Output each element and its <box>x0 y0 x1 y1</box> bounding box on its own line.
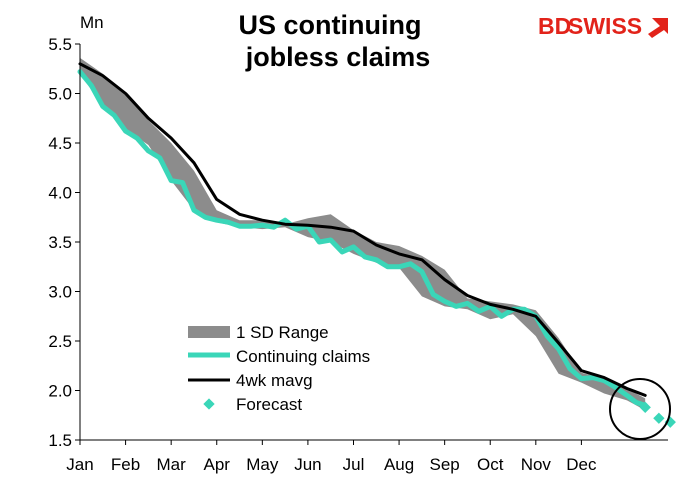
y-tick-label: 1.5 <box>48 431 72 450</box>
y-tick-label: 2.0 <box>48 382 72 401</box>
legend-label-sd-range: 1 SD Range <box>236 323 329 342</box>
x-tick-label: Feb <box>111 455 140 474</box>
y-tick-label: 2.5 <box>48 332 72 351</box>
legend-label-continuing-claims: Continuing claims <box>236 347 370 366</box>
x-tick-label: Jul <box>343 455 365 474</box>
bdswiss-logo: BD SWISS <box>538 13 668 39</box>
series-line-4wk-mavg <box>78 62 647 397</box>
legend-swatch-forecast <box>203 398 215 410</box>
x-tick-label: Oct <box>477 455 504 474</box>
legend: 1 SD Range Continuing claims 4wk mavg Fo… <box>188 323 370 414</box>
legend-label-4wk-mavg: 4wk mavg <box>236 371 313 390</box>
x-tick-label: Dec <box>566 455 597 474</box>
x-tick-label: Jan <box>66 455 93 474</box>
chart-title-line1: US continuing <box>239 10 422 40</box>
y-tick-label: 3.0 <box>48 283 72 302</box>
x-tick-label: Mar <box>157 455 187 474</box>
legend-item-continuing-claims: Continuing claims <box>188 347 370 366</box>
y-tick-label: 5.5 <box>48 35 72 54</box>
logo-arrow-icon <box>648 18 668 38</box>
legend-item-4wk-mavg: 4wk mavg <box>188 371 313 390</box>
legend-swatch-sd-range <box>188 326 230 338</box>
x-tick-label: Sep <box>430 455 460 474</box>
y-tick-label: 5.0 <box>48 85 72 104</box>
x-tick-label: Aug <box>384 455 414 474</box>
y-tick-label: 3.5 <box>48 233 72 252</box>
legend-item-forecast: Forecast <box>203 395 302 414</box>
y-tick-label: 4.5 <box>48 134 72 153</box>
forecast-point <box>639 401 651 413</box>
logo-text-swiss: SWISS <box>568 13 642 39</box>
y-axis-label: Mn <box>80 13 104 32</box>
forecast-point <box>653 412 665 424</box>
sd-range-band-layer <box>80 57 646 411</box>
series-line-continuing-claims <box>77 69 648 408</box>
series-line-layer <box>77 62 648 408</box>
logo-text-bd: BD <box>538 13 571 39</box>
series-band-1-sd-range <box>80 57 646 411</box>
chart-title-line2: jobless claims <box>245 42 431 72</box>
y-tick-layer: 5.5 5.0 4.5 4.0 3.5 3.0 2.5 2.0 1.5 <box>48 35 80 450</box>
x-tick-layer: Jan Feb Mar Apr May Jun Jul Aug Sep Oct Nov Dec <box>66 440 597 474</box>
x-tick-label: May <box>246 455 279 474</box>
legend-label-forecast: Forecast <box>236 395 302 414</box>
y-tick-label: 4.0 <box>48 184 72 203</box>
x-tick-label: Nov <box>521 455 552 474</box>
x-tick-label: Jun <box>294 455 321 474</box>
legend-item-sd-range: 1 SD Range <box>188 323 329 342</box>
forecast-highlight-circle <box>609 378 671 440</box>
x-tick-label: Apr <box>204 455 231 474</box>
